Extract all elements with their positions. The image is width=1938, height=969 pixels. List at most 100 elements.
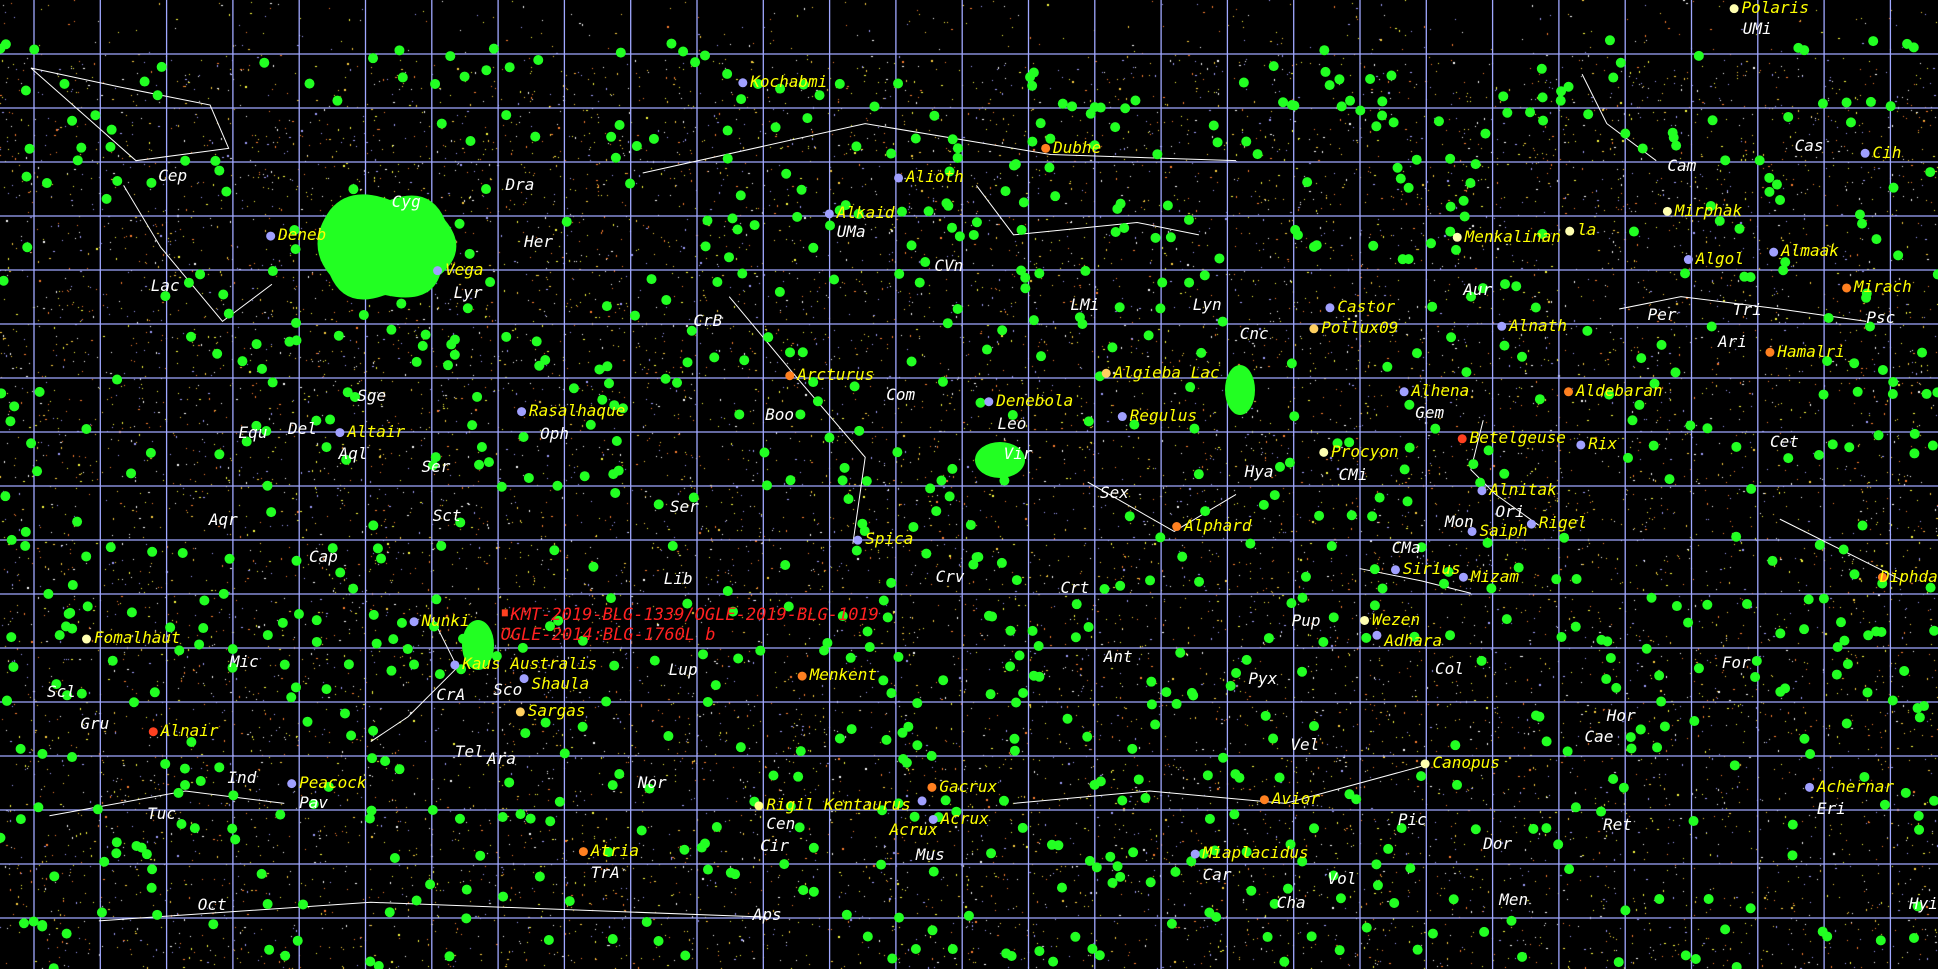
- star-label[interactable]: Alnath: [1509, 315, 1567, 335]
- constellation-label[interactable]: Cap: [309, 546, 338, 566]
- constellation-label[interactable]: LMi: [1070, 294, 1100, 314]
- constellation-label[interactable]: Ant: [1103, 646, 1133, 666]
- star-label[interactable]: Achernar: [1816, 776, 1894, 796]
- constellation-label[interactable]: CVn: [934, 256, 964, 276]
- constellation-label[interactable]: Cir: [760, 835, 790, 855]
- constellation-label[interactable]: Aqr: [208, 509, 238, 529]
- constellation-label[interactable]: Sge: [357, 386, 387, 406]
- star-label[interactable]: Kochabmi: [750, 72, 828, 92]
- constellation-label[interactable]: Sex: [1100, 482, 1129, 502]
- constellation-label[interactable]: Aql: [338, 444, 368, 464]
- star-label[interactable]: Dubhe: [1053, 137, 1102, 157]
- constellation-label[interactable]: Psc: [1866, 308, 1896, 328]
- star-label[interactable]: Mirach: [1854, 277, 1912, 297]
- constellation-label[interactable]: Boo: [765, 404, 794, 424]
- star-label[interactable]: Polaris: [1741, 0, 1809, 17]
- star-label[interactable]: Deneb: [278, 225, 327, 245]
- constellation-label[interactable]: UMa: [836, 221, 866, 241]
- exoplanet-label[interactable]: OGLE-2014:BLG-1760L b: [500, 624, 716, 645]
- constellation-label[interactable]: Vol: [1327, 869, 1357, 889]
- constellation-label[interactable]: Sco: [493, 680, 523, 700]
- star-label[interactable]: Alnitak: [1489, 480, 1557, 500]
- star-label[interactable]: Avior: [1271, 789, 1320, 809]
- star-label[interactable]: Aldebaran: [1575, 381, 1663, 401]
- constellation-label[interactable]: UMi: [1742, 18, 1772, 38]
- star-label[interactable]: Castor: [1337, 297, 1396, 317]
- constellation-label[interactable]: Ori: [1495, 501, 1525, 521]
- star-label[interactable]: Menkent: [809, 665, 878, 685]
- constellation-label[interactable]: Oph: [540, 424, 570, 444]
- star-label[interactable]: Sargas: [527, 701, 586, 721]
- star-label[interactable]: Denebola: [996, 391, 1074, 411]
- star-label[interactable]: Diphda: [1880, 566, 1938, 586]
- constellation-label[interactable]: Del: [287, 419, 317, 439]
- constellation-label[interactable]: CMa: [1391, 538, 1421, 558]
- constellation-label[interactable]: Mus: [915, 844, 945, 864]
- star-label[interactable]: Nunki: [421, 611, 470, 631]
- star-label[interactable]: Miaplacidus: [1202, 843, 1309, 863]
- constellation-label[interactable]: Ara: [486, 749, 516, 769]
- constellation-label[interactable]: For: [1721, 653, 1751, 673]
- constellation-label[interactable]: Cha: [1276, 892, 1306, 912]
- star-label[interactable]: Adhara: [1384, 630, 1443, 650]
- constellation-label[interactable]: Dor: [1483, 833, 1513, 853]
- star-label[interactable]: Regulus: [1129, 405, 1198, 425]
- microlensing-event-label[interactable]: KMT-2019-BLG-1339/OGLE-2019-BLG-1019: [510, 604, 879, 625]
- star-label[interactable]: Rasalhaque: [529, 400, 626, 420]
- constellation-label[interactable]: Gem: [1415, 403, 1445, 423]
- constellation-label[interactable]: Crt: [1060, 577, 1090, 597]
- star-label[interactable]: Atria: [590, 840, 639, 860]
- star-label[interactable]: Acrux: [940, 808, 989, 828]
- constellation-label[interactable]: Ser: [669, 497, 699, 517]
- star-label[interactable]: Fomalhaut: [93, 628, 181, 648]
- constellation-label[interactable]: Pyx: [1248, 669, 1278, 689]
- star-label[interactable]: Rix: [1588, 434, 1618, 454]
- constellation-label[interactable]: Pup: [1291, 611, 1321, 631]
- star-label[interactable]: Vega: [444, 260, 484, 280]
- constellation-label[interactable]: Tri: [1732, 299, 1762, 319]
- constellation-label[interactable]: Hor: [1606, 706, 1636, 726]
- constellation-label[interactable]: Scl: [46, 681, 76, 701]
- constellation-label[interactable]: Lyn: [1192, 294, 1222, 314]
- star-label[interactable]: Rigil Kentaurus: [766, 795, 911, 815]
- star-label[interactable]: Kaus Australis: [462, 654, 598, 674]
- constellation-label[interactable]: Cyg: [391, 192, 421, 212]
- star-label[interactable]: Gacrux: [939, 776, 998, 796]
- star-label[interactable]: Algol: [1695, 248, 1744, 268]
- constellation-label[interactable]: Per: [1647, 304, 1677, 324]
- star-label[interactable]: Arcturus: [797, 365, 875, 385]
- constellation-label[interactable]: Com: [886, 384, 916, 404]
- constellation-label[interactable]: Mic: [229, 651, 259, 671]
- constellation-label[interactable]: Pav: [299, 792, 329, 812]
- star-label[interactable]: Mizam: [1470, 566, 1519, 586]
- star-label[interactable]: Menkalinan: [1464, 226, 1561, 246]
- star-label[interactable]: Saiph: [1479, 520, 1528, 540]
- constellation-label[interactable]: Lup: [668, 660, 698, 680]
- constellation-label[interactable]: TrA: [590, 862, 620, 882]
- constellation-label[interactable]: Pic: [1397, 810, 1427, 830]
- constellation-label[interactable]: Aur: [1463, 279, 1493, 299]
- constellation-label[interactable]: Cas: [1794, 136, 1824, 156]
- constellation-label[interactable]: Hyi: [1909, 894, 1938, 914]
- constellation-label[interactable]: Ret: [1603, 814, 1632, 834]
- constellation-label[interactable]: Hya: [1244, 461, 1274, 481]
- star-label[interactable]: Altair: [347, 421, 406, 441]
- constellation-label[interactable]: Vel: [1290, 734, 1320, 754]
- constellation-label[interactable]: Cet: [1769, 431, 1799, 451]
- star-label[interactable]: Hamalri: [1777, 341, 1845, 361]
- constellation-label[interactable]: Crv: [935, 566, 965, 586]
- star-label[interactable]: Procyon: [1331, 441, 1399, 461]
- constellation-label[interactable]: Equ: [238, 423, 268, 443]
- constellation-label[interactable]: Cnc: [1239, 324, 1269, 344]
- constellation-label[interactable]: Col: [1435, 659, 1464, 679]
- star-label[interactable]: Pollux09: [1321, 318, 1399, 338]
- star-label[interactable]: Shaula: [531, 673, 590, 693]
- star-label[interactable]: Spica: [865, 529, 914, 549]
- star-label[interactable]: Wezen: [1371, 609, 1421, 629]
- constellation-label[interactable]: Sct: [432, 505, 462, 525]
- star-label[interactable]: Sirius: [1402, 559, 1461, 579]
- constellation-label[interactable]: Eri: [1816, 798, 1846, 818]
- constellation-label[interactable]: Leo: [997, 414, 1027, 434]
- star-label[interactable]: Algieba Lac: [1113, 362, 1220, 382]
